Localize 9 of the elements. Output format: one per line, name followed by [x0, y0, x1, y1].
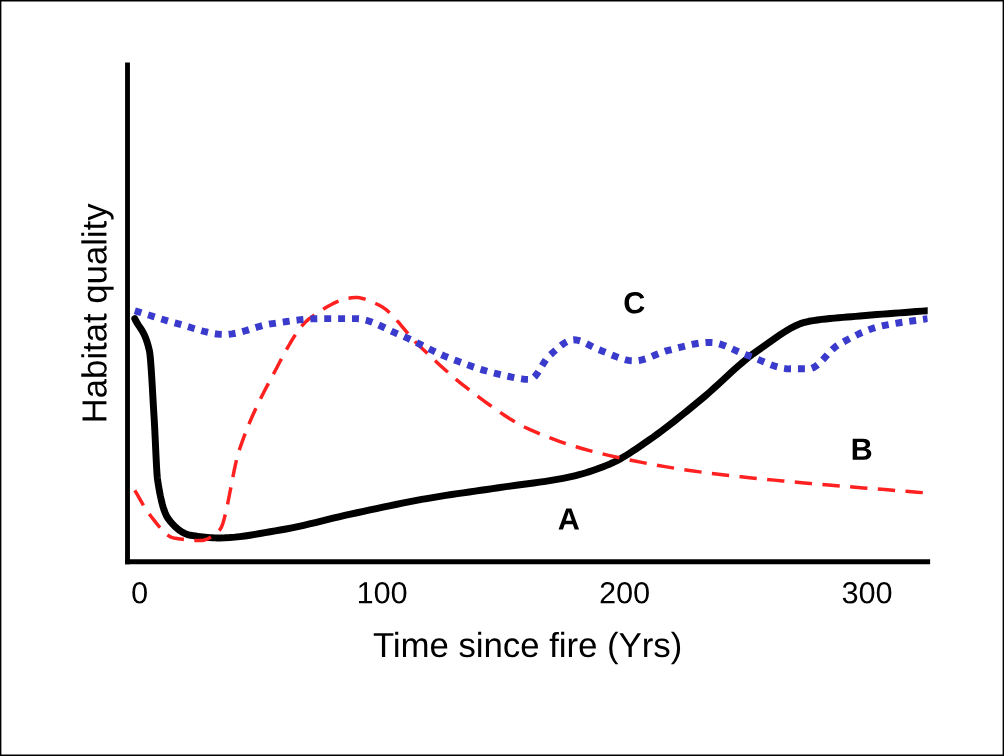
x-tick-label: 100 [358, 581, 407, 604]
series-label: B [852, 438, 872, 460]
y-axis-title: Habitat quality [81, 203, 114, 421]
x-tick-label: 200 [600, 581, 649, 604]
x-tick-label: 300 [842, 581, 892, 604]
series-label: C [624, 291, 645, 314]
x-axis-title: Time since fire (Yrs) [373, 631, 681, 665]
x-tick-label: 0 [132, 581, 147, 604]
series-label: A [558, 508, 580, 530]
